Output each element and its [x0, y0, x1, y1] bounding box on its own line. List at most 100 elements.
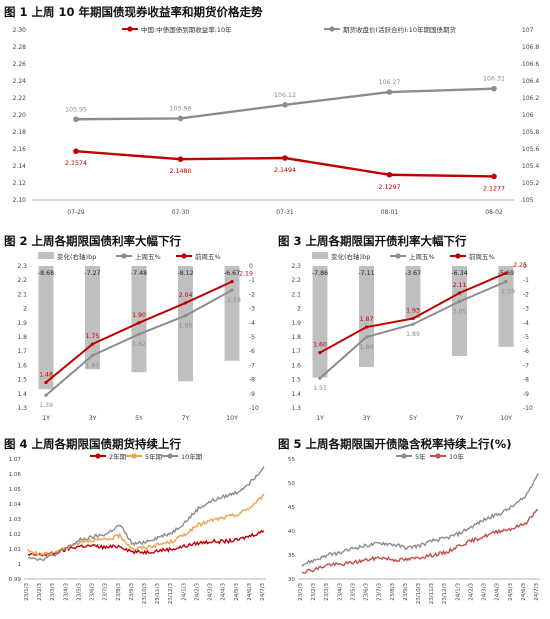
fig3-x-tick: 10Y	[500, 415, 512, 422]
fig3-yl-tick: 2	[297, 306, 301, 313]
fig5-legend-1-marker	[435, 453, 441, 459]
fig1-x-tick: 08-02	[485, 209, 503, 216]
fig2-bar	[224, 266, 240, 361]
fig3-yl-tick: 2.2	[291, 277, 301, 284]
fig2-yr-tick: 0	[249, 263, 253, 270]
fig4-series-line-1	[27, 494, 265, 557]
fig4-x-tick: 23/6/3	[90, 582, 96, 600]
fig1-yl-tick: 2.14	[13, 163, 27, 170]
fig1-yr-tick: 106.8	[522, 44, 539, 51]
fig3-bar	[452, 266, 467, 357]
fig3-yl-tick: 1.8	[291, 334, 301, 341]
fig4-chart: 0.99 1 1.01 1.02 1.03 1.04 1.05 1.06 1.07 23/1/3 2…	[9, 452, 266, 605]
fig5-legend-0-marker	[401, 453, 407, 459]
fig2-yr-tick: -6	[249, 348, 255, 355]
fig2-yl-tick: 1.4	[17, 391, 27, 398]
fig1-yr-tick: 106.4	[522, 78, 539, 85]
fig5-x-tick: 23/10/3	[416, 583, 422, 605]
fig1-title: 图 1 上周 10 年期国债现券收益率和期货价格走势	[4, 5, 263, 19]
fig4-x-tick: 24/2/3	[194, 582, 200, 600]
fig3-legend-1-marker	[455, 253, 461, 259]
fig4-x-tick: 24/7/3	[260, 582, 266, 600]
fig1-data-label: 105.95	[65, 106, 87, 113]
fig5-x-tick: 23/8/3	[390, 582, 396, 600]
fig1-yl-tick: 2.18	[13, 129, 27, 136]
fig4-x-tick: 23/11/3	[155, 583, 161, 605]
fig5-x-tick: 23/7/3	[377, 582, 383, 600]
fig2-yl-tick: 2.1	[17, 291, 27, 298]
fig4-x-tick: 23/12/3	[168, 583, 174, 605]
fig3-bar	[405, 266, 421, 319]
fig2-bar	[178, 266, 193, 382]
fig5-x-tick: 24/4/3	[495, 582, 501, 600]
fig2-legend-bar-text: 变化(右轴)bp	[57, 252, 96, 261]
fig2-data-label: 1.67	[86, 362, 100, 369]
fig5-x-tick: 23/12/3	[442, 583, 448, 605]
fig4-x-tick: 24/1/3	[181, 582, 187, 600]
fig3-point	[504, 280, 508, 284]
fig3-point	[411, 316, 415, 321]
fig1-yr-tick: 106.6	[522, 61, 539, 68]
fig3-data-label: 1.80	[360, 344, 374, 351]
fig2-point	[90, 342, 95, 346]
fig5-y-tick: 50	[288, 481, 296, 487]
fig4-panel: 图 4 上周各期限国债期货持续上行 0.99 1 1.01 1.02 1.03 1.04 1…	[4, 436, 272, 616]
fig1-chart: 2.10 2.12 2.14 2.16 2.18 2.20 2.22 2.24 2.26 2.28…	[13, 25, 540, 216]
fig3-data-label: 1.60	[313, 342, 327, 349]
fig2-yr-tick: -4	[249, 320, 255, 327]
fig3-x-tick: 3Y	[363, 415, 371, 422]
fig1-yr-tick: 105.2	[522, 180, 539, 187]
fig1-yr-tick: 106	[522, 112, 534, 119]
fig1-yr-tick: 105.8	[522, 129, 539, 136]
fig2-yr-tick: -2	[249, 291, 255, 298]
fig2-legend-1-marker	[181, 253, 187, 259]
fig5-x-tick: 23/3/3	[324, 582, 330, 600]
fig2-legend-1-text: 前周五%	[195, 252, 221, 261]
fig5-x-tick: 24/7/3	[534, 582, 540, 600]
fig3-point	[364, 335, 369, 339]
fig2-data-label: 2.13	[227, 297, 241, 304]
fig4-x-tick: 23/3/3	[50, 582, 56, 600]
fig1-yl-tick: 2.24	[13, 78, 27, 85]
fig5-x-tick: 23/9/3	[403, 582, 409, 600]
fig1-x-tick: 07-31	[276, 209, 294, 216]
fig3-legend-bar-swatch	[312, 252, 328, 259]
fig1-point	[386, 89, 393, 95]
fig2-point	[183, 314, 188, 318]
fig5-x-tick: 24/6/3	[521, 582, 527, 600]
fig3-title: 图 3 上周各期限国开债利率大幅下行	[278, 234, 467, 248]
fig4-x-tick: 24/5/3	[234, 582, 240, 600]
fig3-bar	[312, 266, 328, 378]
fig5-series-line-1	[301, 508, 539, 574]
fig5-chart: 30 35 40 45 50 55 23/1/3 23/2/3 23/3/3 23/4/3 23/5…	[288, 452, 540, 605]
fig2-chart: 1.3 1.4 1.5 1.6 1.7 1.8 1.9 2 2.1 2.2 2.3 0 -1 -2 -3 -4…	[17, 252, 259, 422]
fig1-yr-tick: 107	[522, 27, 534, 34]
fig2-point	[90, 353, 95, 358]
fig2-point	[137, 332, 141, 336]
fig3-point	[457, 299, 462, 304]
fig2-data-label: 1.39	[39, 402, 53, 409]
fig5-x-tick: 23/1/3	[298, 582, 304, 600]
fig2-legend-0-text: 上周五%	[135, 252, 161, 261]
fig2-point	[230, 280, 234, 284]
fig4-y-tick: 1.06	[9, 472, 22, 478]
fig5-series-line-0	[301, 473, 539, 567]
fig1-x-tick: 07-30	[172, 209, 190, 216]
fig2-x-tick: 7Y	[182, 415, 190, 422]
fig3-legend-0-text: 上周五%	[409, 252, 435, 261]
fig1-yr-tick: 106.2	[522, 95, 539, 102]
fig3-legend-1-text: 前周五%	[469, 252, 495, 261]
fig1-yl-tick: 2.22	[13, 95, 27, 102]
fig4-y-tick: 1.05	[9, 487, 22, 493]
fig3-yl-tick: 1.4	[291, 391, 301, 398]
fig1-yl-tick: 2.26	[13, 61, 27, 68]
fig5-x-tick: 23/6/3	[364, 582, 370, 600]
fig3-bar-label: -7.86	[312, 270, 328, 277]
fig3-yr-tick: -10	[523, 405, 533, 412]
fig3-yr-tick: -2	[523, 291, 529, 298]
fig1-point	[73, 148, 79, 155]
fig3-data-label: 1.93	[406, 308, 420, 315]
fig3-x-tick: 1Y	[316, 415, 324, 422]
fig1-data-label: 2.1277	[483, 185, 505, 192]
fig3-data-label: 2.11	[453, 282, 467, 289]
